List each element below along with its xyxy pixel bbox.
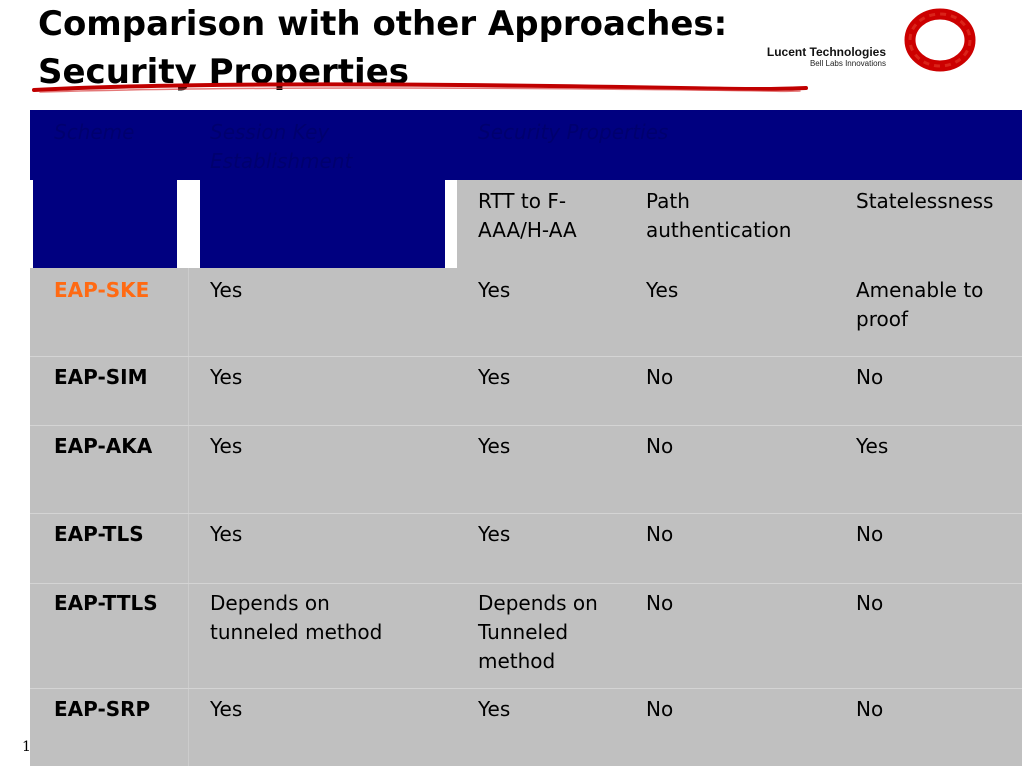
header-path-authentication: Path authentication [646,189,792,242]
column-divider [188,268,189,766]
comparison-table: Scheme Session Key Establishment Securit… [30,110,1022,766]
row-session-key: Yes [210,278,243,302]
row-scheme: EAP-TTLS [54,591,158,615]
header-statelessness: Statelessness [856,189,994,213]
title-underline [32,82,808,93]
innovation-ring-logo-icon [904,8,976,72]
row-statelessness: Amenable to proof [856,278,984,331]
header-rtt: RTT to F-AAA/H-AA [478,189,577,242]
row-path-authentication: Yes [646,278,679,302]
row-session-key: Yes [210,522,243,546]
row-statelessness: No [856,522,884,546]
row-session-key: Yes [210,697,243,721]
header-session-key: Session Key Establishment [210,120,353,173]
page-number: 1 [22,739,31,755]
row-divider [30,425,1022,426]
row-rtt: Yes [478,434,511,458]
row-path-authentication: No [646,434,674,458]
row-divider [30,356,1022,357]
row-divider [30,513,1022,514]
row-statelessness: Yes [856,434,889,458]
title-line-1: Comparison with other Approaches: [38,4,728,44]
row-scheme: EAP-TLS [54,522,144,546]
row-session-key: Yes [210,365,243,389]
header-scheme: Scheme [54,120,135,144]
row-rtt: Yes [478,365,511,389]
brand-tagline: Bell Labs Innovations [809,59,886,68]
row-rtt: Depends on Tunneled method [478,591,598,673]
slide-title: Comparison with other Approaches: Securi… [38,0,727,96]
row-scheme: EAP-AKA [54,434,153,458]
row-rtt: Yes [478,522,511,546]
row-divider [30,583,1022,584]
row-session-key: Yes [210,434,243,458]
row-statelessness: No [856,365,884,389]
row-statelessness: No [856,697,884,721]
header-gap [177,180,200,268]
header-gap [30,180,33,268]
row-session-key: Depends on tunneled method [210,591,383,644]
row-scheme: EAP-SRP [54,697,151,721]
row-path-authentication: No [646,522,674,546]
row-statelessness: No [856,591,884,615]
row-path-authentication: No [646,365,674,389]
company-brand: Lucent Technologies Bell Labs Innovation… [741,45,886,69]
header-security-properties: Security Properties [478,120,669,144]
header-gap [445,180,457,268]
row-rtt: Yes [478,697,511,721]
row-scheme: EAP-SIM [54,365,148,389]
row-path-authentication: No [646,591,674,615]
row-path-authentication: No [646,697,674,721]
brand-name: Lucent Technologies [766,45,886,59]
header-band-left [30,180,457,268]
row-scheme: EAP-SKE [54,278,150,302]
header-band-top [30,110,1022,180]
row-rtt: Yes [478,278,511,302]
row-divider [30,688,1022,689]
